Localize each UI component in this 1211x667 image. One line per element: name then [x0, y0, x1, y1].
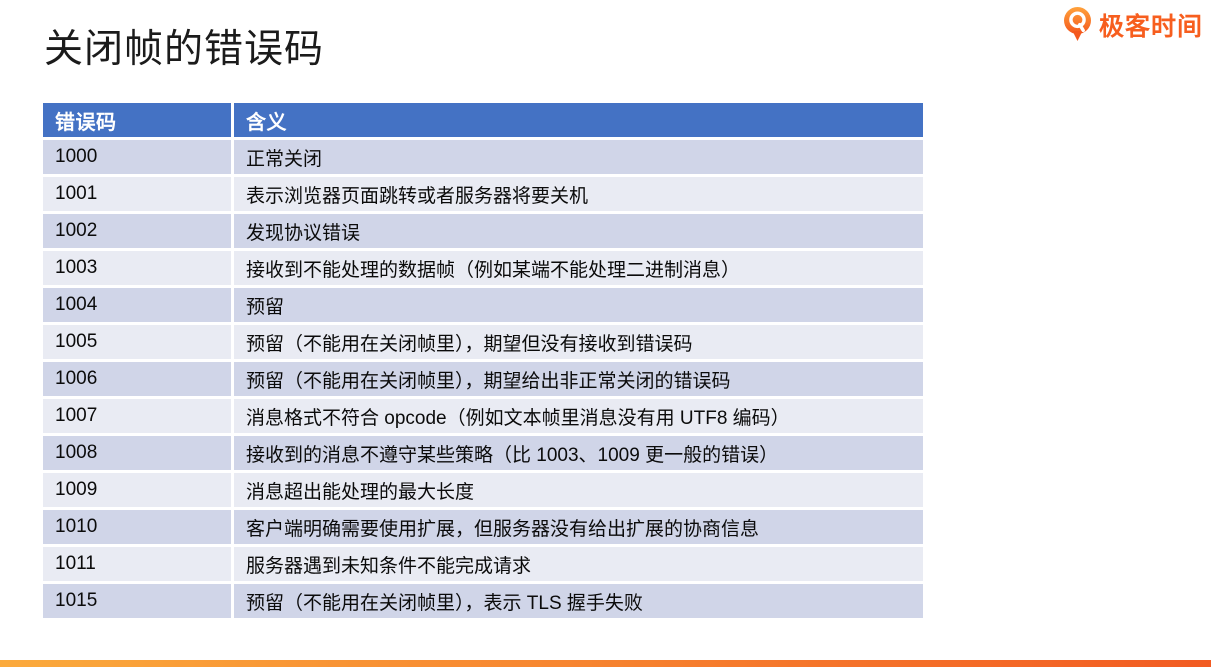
- error-code-cell: 1002: [43, 214, 231, 248]
- error-code-cell: 1005: [43, 325, 231, 359]
- meaning-cell: 正常关闭: [234, 140, 923, 174]
- error-code-cell: 1004: [43, 288, 231, 322]
- table-row: 1011 服务器遇到未知条件不能完成请求: [43, 547, 923, 581]
- brand-name: 极客时间: [1098, 12, 1203, 41]
- error-code-cell: 1010: [43, 510, 231, 544]
- meaning-cell: 服务器遇到未知条件不能完成请求: [234, 547, 923, 581]
- table-row: 1001 表示浏览器页面跳转或者服务器将要关机: [43, 177, 923, 211]
- table-row: 1009 消息超出能处理的最大长度: [43, 473, 923, 507]
- meaning-cell: 接收到的消息不遵守某些策略（比 1003、1009 更一般的错误）: [234, 436, 923, 470]
- page-title: 关闭帧的错误码: [44, 28, 325, 71]
- meaning-cell: 预留: [234, 288, 923, 322]
- table-row: 1015 预留（不能用在关闭帧里），表示 TLS 握手失败: [43, 584, 923, 618]
- meaning-cell: 客户端明确需要使用扩展，但服务器没有给出扩展的协商信息: [234, 510, 923, 544]
- error-code-cell: 1001: [43, 177, 231, 211]
- meaning-cell: 表示浏览器页面跳转或者服务器将要关机: [234, 177, 923, 211]
- meaning-cell: 消息超出能处理的最大长度: [234, 473, 923, 507]
- error-code-cell: 1011: [43, 547, 231, 581]
- error-code-cell: 1008: [43, 436, 231, 470]
- table-row: 1008 接收到的消息不遵守某些策略（比 1003、1009 更一般的错误）: [43, 436, 923, 470]
- column-header-error-code: 错误码: [43, 103, 231, 137]
- error-code-cell: 1000: [43, 140, 231, 174]
- footer-accent-bar: [0, 660, 1211, 667]
- table-row: 1007 消息格式不符合 opcode（例如文本帧里消息没有用 UTF8 编码）: [43, 399, 923, 433]
- table-header-row: 错误码 含义: [43, 103, 923, 137]
- error-code-table: 错误码 含义 1000 正常关闭 1001 表示浏览器页面跳转或者服务器将要关机 100…: [40, 100, 926, 621]
- meaning-cell: 预留（不能用在关闭帧里），期望给出非正常关闭的错误码: [234, 362, 923, 396]
- meaning-cell: 预留（不能用在关闭帧里），期望但没有接收到错误码: [234, 325, 923, 359]
- table-row: 1003 接收到不能处理的数据帧（例如某端不能处理二进制消息）: [43, 251, 923, 285]
- meaning-cell: 接收到不能处理的数据帧（例如某端不能处理二进制消息）: [234, 251, 923, 285]
- meaning-cell: 预留（不能用在关闭帧里），表示 TLS 握手失败: [234, 584, 923, 618]
- error-table-body: 1000 正常关闭 1001 表示浏览器页面跳转或者服务器将要关机 1002 发现协议错误…: [43, 140, 923, 618]
- geektime-pin-icon: [1062, 6, 1093, 43]
- error-code-cell: 1015: [43, 584, 231, 618]
- meaning-cell: 发现协议错误: [234, 214, 923, 248]
- column-header-meaning: 含义: [234, 103, 923, 137]
- table-row: 1000 正常关闭: [43, 140, 923, 174]
- error-code-cell: 1006: [43, 362, 231, 396]
- table-row: 1005 预留（不能用在关闭帧里），期望但没有接收到错误码: [43, 325, 923, 359]
- table-row: 1006 预留（不能用在关闭帧里），期望给出非正常关闭的错误码: [43, 362, 923, 396]
- brand-logo: 极客时间: [1062, 6, 1203, 43]
- meaning-cell: 消息格式不符合 opcode（例如文本帧里消息没有用 UTF8 编码）: [234, 399, 923, 433]
- error-code-cell: 1007: [43, 399, 231, 433]
- table-row: 1004 预留: [43, 288, 923, 322]
- error-code-cell: 1003: [43, 251, 231, 285]
- error-code-cell: 1009: [43, 473, 231, 507]
- table-row: 1010 客户端明确需要使用扩展，但服务器没有给出扩展的协商信息: [43, 510, 923, 544]
- table-row: 1002 发现协议错误: [43, 214, 923, 248]
